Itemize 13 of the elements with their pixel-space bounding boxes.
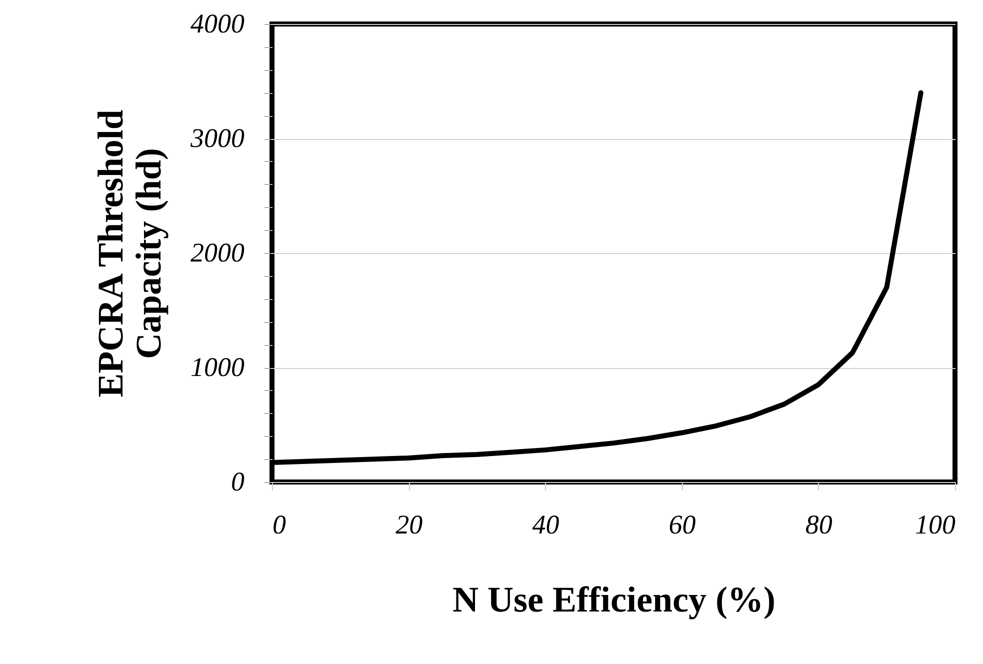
- x-tick-label: 40: [532, 510, 560, 540]
- x-tick-label: 100: [915, 510, 956, 540]
- y-tick-label: 4000: [190, 8, 245, 38]
- x-tick-label: 60: [668, 510, 696, 540]
- y-tick-label: 2000: [190, 238, 245, 268]
- y-tick-label: 3000: [190, 123, 245, 153]
- y-tick-label: 1000: [190, 352, 245, 382]
- x-tick-label: 80: [805, 510, 833, 540]
- y-tick-label: 0: [231, 466, 245, 496]
- x-axis-title: N Use Efficiency (%): [452, 580, 776, 620]
- x-tick-label: 0: [272, 510, 286, 540]
- x-tick-label: 20: [396, 510, 424, 540]
- y-axis-title: EPCRA Threshold Capacity (hd): [90, 110, 168, 398]
